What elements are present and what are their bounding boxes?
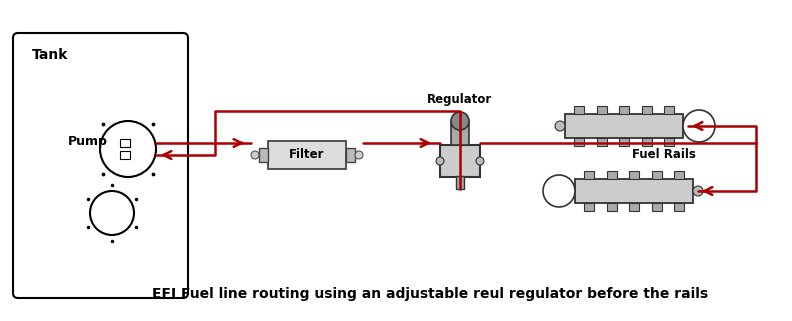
Bar: [642, 138, 652, 146]
Text: EFI Fuel line routing using an adjustable reul regulator before the rails: EFI Fuel line routing using an adjustabl…: [152, 287, 708, 301]
Circle shape: [543, 175, 575, 207]
Circle shape: [555, 121, 565, 131]
Bar: [346, 148, 355, 162]
Bar: [664, 106, 674, 114]
Bar: [574, 106, 584, 114]
Bar: [619, 138, 629, 146]
Circle shape: [436, 157, 444, 165]
Circle shape: [100, 121, 156, 177]
Circle shape: [476, 157, 484, 165]
Bar: [674, 203, 684, 211]
Bar: [456, 176, 464, 189]
Bar: [652, 203, 661, 211]
Text: Fuel Rails: Fuel Rails: [632, 148, 696, 161]
Text: Tank: Tank: [32, 48, 68, 62]
Text: Filter: Filter: [289, 149, 325, 161]
Bar: [652, 171, 661, 179]
Bar: [642, 106, 652, 114]
Bar: [575, 179, 693, 203]
Bar: [607, 171, 616, 179]
Text: Pump: Pump: [68, 134, 108, 148]
Bar: [664, 138, 674, 146]
Bar: [584, 171, 594, 179]
Bar: [629, 203, 639, 211]
FancyBboxPatch shape: [13, 33, 188, 298]
Bar: [574, 138, 584, 146]
Bar: [259, 148, 268, 162]
Bar: [607, 203, 616, 211]
Circle shape: [693, 186, 703, 196]
Bar: [584, 203, 594, 211]
Circle shape: [355, 151, 363, 159]
Bar: [629, 171, 639, 179]
Bar: [596, 138, 607, 146]
Bar: [674, 171, 684, 179]
Bar: [440, 145, 480, 177]
Bar: [120, 139, 130, 147]
Text: Regulator: Regulator: [428, 93, 493, 106]
Bar: [120, 151, 130, 159]
Circle shape: [251, 151, 259, 159]
Bar: [451, 121, 469, 145]
Circle shape: [90, 191, 134, 235]
Bar: [619, 106, 629, 114]
Circle shape: [451, 112, 469, 130]
Circle shape: [683, 110, 715, 142]
Bar: [596, 106, 607, 114]
Bar: [268, 141, 346, 169]
Bar: [565, 114, 683, 138]
